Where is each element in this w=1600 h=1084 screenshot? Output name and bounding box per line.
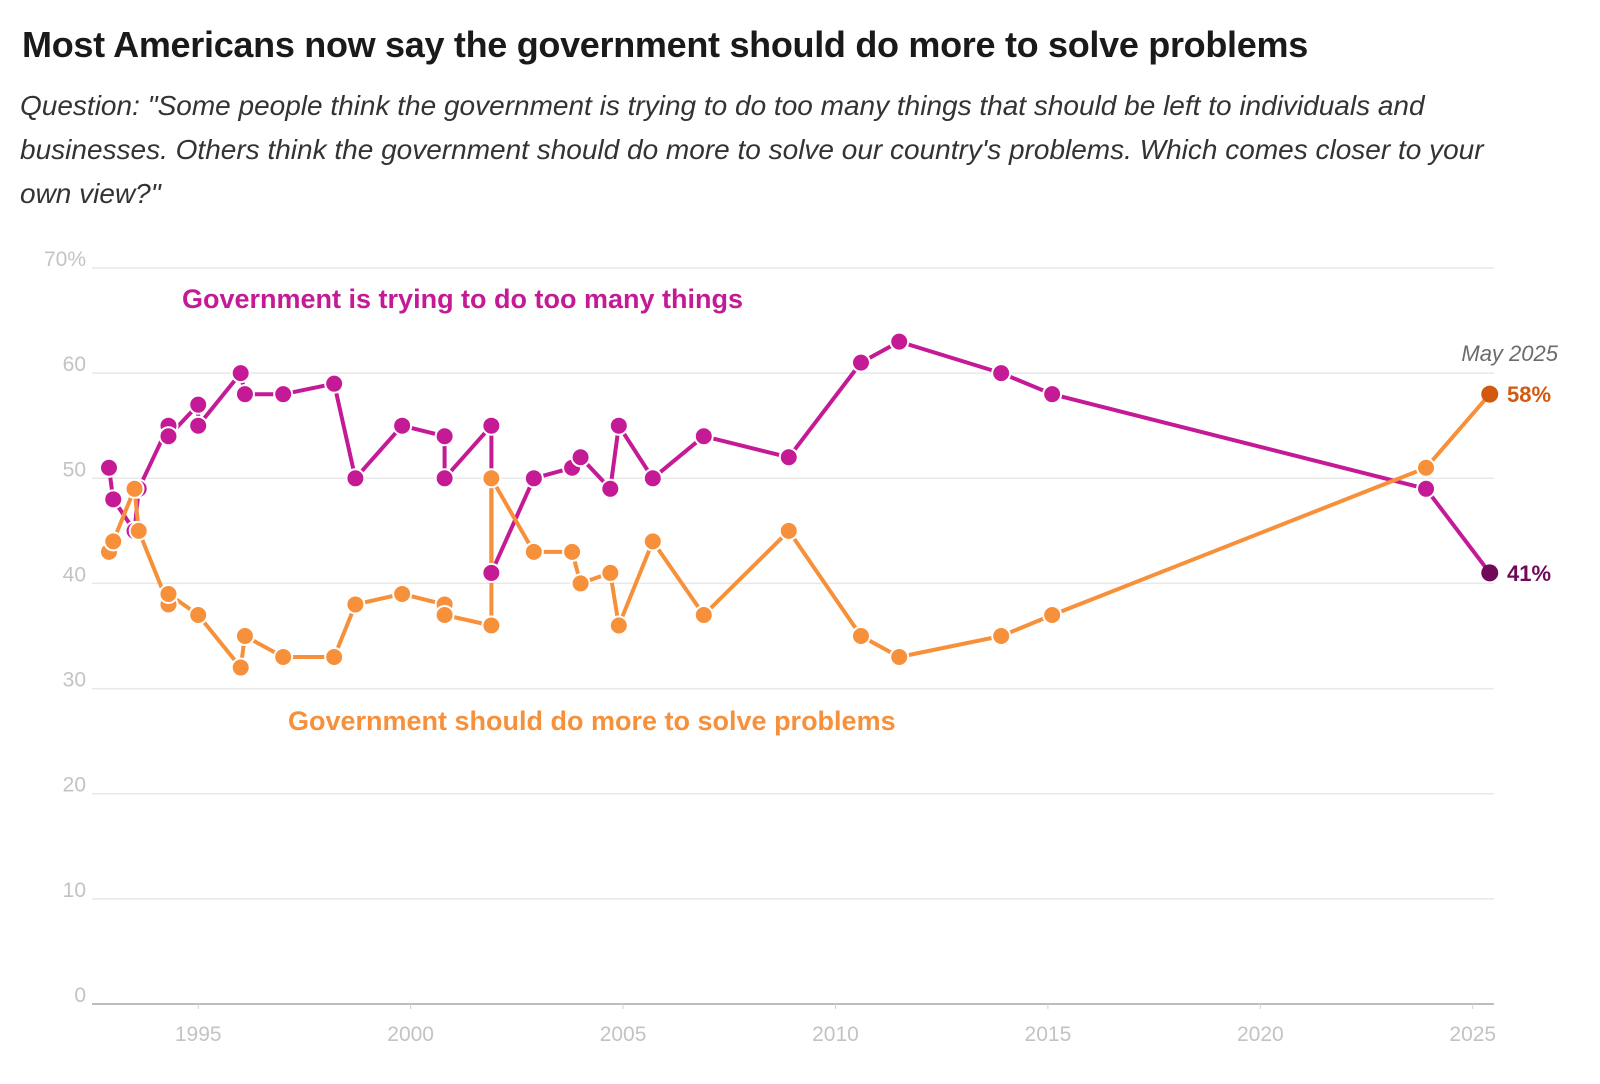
data-point (778, 447, 799, 468)
data-point (98, 457, 119, 478)
data-point (1042, 384, 1063, 405)
data-point (481, 562, 502, 583)
y-tick-label: 20 (63, 774, 86, 797)
chart-title: Most Americans now say the government sh… (22, 24, 1308, 65)
data-point (600, 478, 621, 499)
data-point (434, 468, 455, 489)
end-value-label-do-more: 58% (1507, 382, 1551, 407)
latest-date-label: May 2025 (1461, 341, 1558, 366)
data-point (158, 583, 179, 604)
data-point (1481, 385, 1499, 403)
data-point (570, 447, 591, 468)
data-points (98, 331, 1499, 678)
x-tick-label: 2005 (600, 1023, 647, 1046)
data-point (523, 541, 544, 562)
data-point (562, 541, 583, 562)
data-point (991, 626, 1012, 646)
chart-subtitle: Question: "Some people think the governm… (20, 90, 1484, 209)
data-point (158, 426, 179, 447)
data-point (103, 489, 124, 510)
data-point (324, 373, 345, 394)
series-lines (107, 339, 1492, 670)
data-point (608, 615, 629, 636)
end-value-label-too-many-things: 41% (1507, 561, 1551, 586)
data-point (1481, 564, 1499, 582)
data-point (345, 468, 366, 489)
data-point (345, 594, 366, 615)
y-tick-label: 30 (63, 669, 86, 692)
data-point (324, 647, 345, 668)
x-tick-label: 2000 (387, 1023, 434, 1046)
data-point (230, 363, 251, 384)
data-point (481, 468, 502, 489)
y-tick-label: 0 (74, 984, 86, 1007)
data-point (850, 352, 871, 373)
x-tick-label: 2015 (1025, 1023, 1072, 1046)
y-tick-label: 60 (63, 353, 86, 376)
y-tick-label: 10 (63, 879, 86, 902)
data-point (991, 363, 1012, 384)
data-point (434, 426, 455, 447)
data-point (600, 562, 621, 583)
data-point (1042, 604, 1063, 625)
data-point (1416, 457, 1437, 478)
data-point (693, 604, 714, 625)
data-point (234, 384, 255, 405)
data-point (434, 604, 455, 625)
data-point (523, 468, 544, 489)
data-point (124, 478, 145, 499)
x-tick-label: 2010 (812, 1023, 859, 1046)
data-point (608, 415, 629, 436)
series-line-do-more (107, 392, 1492, 670)
data-point (188, 604, 209, 625)
y-tick-label: 70% (44, 248, 86, 271)
data-point (642, 531, 663, 552)
data-point (642, 468, 663, 489)
y-tick-label: 40 (63, 563, 86, 586)
data-point (392, 415, 413, 436)
data-point (273, 647, 294, 668)
data-point (889, 647, 910, 668)
data-point (128, 520, 149, 541)
data-point (570, 573, 591, 594)
data-point (778, 520, 799, 541)
x-tick-label: 2025 (1449, 1023, 1496, 1046)
x-tick-label: 1995 (175, 1023, 222, 1046)
series-line-too-many-things (107, 339, 1492, 575)
data-point (889, 331, 910, 352)
data-point (188, 415, 209, 436)
data-point (103, 531, 124, 552)
data-point (481, 415, 502, 436)
data-point (850, 626, 871, 646)
series-label-too-many-things: Government is trying to do too many thin… (182, 284, 743, 314)
data-point (481, 615, 502, 636)
data-point (230, 657, 251, 678)
y-tick-label: 50 (63, 458, 86, 481)
data-point (234, 626, 255, 646)
data-point (1416, 478, 1437, 499)
x-tick-label: 2020 (1237, 1023, 1284, 1046)
data-point (188, 394, 209, 415)
data-point (392, 583, 413, 604)
data-point (693, 426, 714, 447)
axes: 0 10 20 30 40 50 60 70% 1995 2000 2005 2010 2015 2020… (44, 248, 1496, 1046)
grid-lines (92, 267, 1494, 1005)
series-label-do-more: Government should do more to solve probl… (288, 706, 896, 736)
data-point (273, 384, 294, 405)
